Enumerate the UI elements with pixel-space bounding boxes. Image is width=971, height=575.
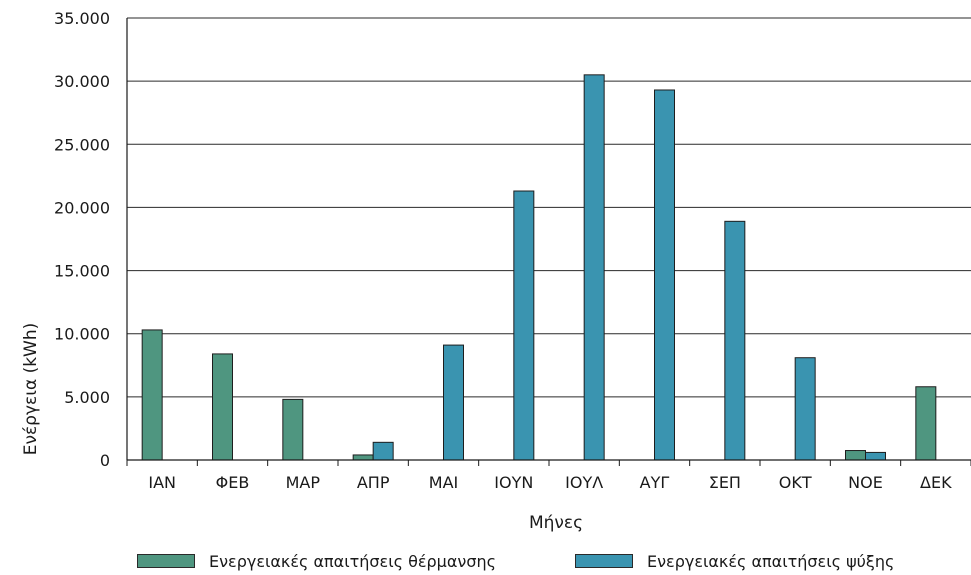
x-tick-label: ΣΕΠ [709, 473, 741, 492]
y-tick-label: 20.000 [54, 198, 110, 217]
legend-label-heating: Ενεργειακές απαιτήσεις θέρμανσης [209, 551, 497, 571]
x-tick-label: ΜΑΙ [429, 473, 458, 492]
y-tick-label: 0 [100, 451, 110, 470]
x-tick-label: ΙΟΥΝ [494, 473, 533, 492]
y-tick-label: 30.000 [54, 72, 110, 91]
bar-cooling [724, 220, 746, 461]
axes [126, 18, 971, 466]
y-tick-label: 5.000 [64, 388, 110, 407]
gridlines [127, 17, 971, 398]
x-tick-label: ΔΕΚ [920, 473, 952, 492]
bar-cooling [794, 357, 816, 461]
x-tick-labels: ΙΑΝ ΦΕΒ ΜΑΡ ΑΠΡ ΜΑΙ ΙΟΥΝ ΙΟΥΛ ΑΥΓ ΣΕΠ ΟΚΤ ΝΟΕ ΔΕΚ [148, 473, 952, 492]
bar-heating [845, 450, 866, 461]
bar-cooling [443, 344, 464, 461]
y-tick-label: 35.000 [54, 9, 110, 28]
y-axis-label: Ενέργεια (kWh) [21, 323, 41, 456]
legend: Ενεργειακές απαιτήσεις θέρμανσης Ενεργει… [0, 549, 971, 573]
bar-heating [282, 398, 304, 461]
y-tick-label: 25.000 [54, 135, 110, 154]
legend-swatch-heating [137, 554, 195, 568]
bar-cooling [372, 441, 394, 461]
y-tick-labels: 0 5.000 10.000 15.000 20.000 25.000 30.000 35.0… [54, 9, 110, 470]
x-tick-label: ΙΟΥΛ [565, 473, 603, 492]
legend-item-heating: Ενεργειακές απαιτήσεις θέρμανσης [137, 549, 496, 573]
bar-cooling [583, 74, 605, 461]
bar-cooling [513, 190, 535, 461]
x-tick-label: ΑΠΡ [357, 473, 390, 492]
legend-swatch-cooling [575, 554, 633, 568]
bar-cooling [654, 89, 675, 461]
x-tick-label: ΦΕΒ [216, 473, 250, 492]
bars [141, 74, 937, 461]
x-axis-label: Μήνες [529, 513, 583, 533]
x-tick-label: ΟΚΤ [779, 473, 812, 492]
x-tick-label: ΝΟΕ [848, 473, 883, 492]
y-tick-label: 15.000 [54, 262, 110, 281]
x-tick-label: ΙΑΝ [148, 473, 176, 492]
bar-chart: 0 5.000 10.000 15.000 20.000 25.000 30.000 35.0… [21, 9, 971, 533]
x-tick-label: ΑΥΓ [640, 473, 670, 492]
legend-label-cooling: Ενεργειακές απαιτήσεις ψύξης [647, 551, 895, 571]
y-tick-label: 10.000 [54, 325, 110, 344]
legend-item-cooling: Ενεργειακές απαιτήσεις ψύξης [575, 549, 894, 573]
bar-cooling [865, 451, 886, 461]
bar-heating [915, 386, 937, 461]
x-tick-label: ΜΑΡ [286, 473, 321, 492]
bar-heating [141, 329, 163, 461]
bar-heating [352, 454, 374, 461]
bar-heating [212, 353, 233, 461]
